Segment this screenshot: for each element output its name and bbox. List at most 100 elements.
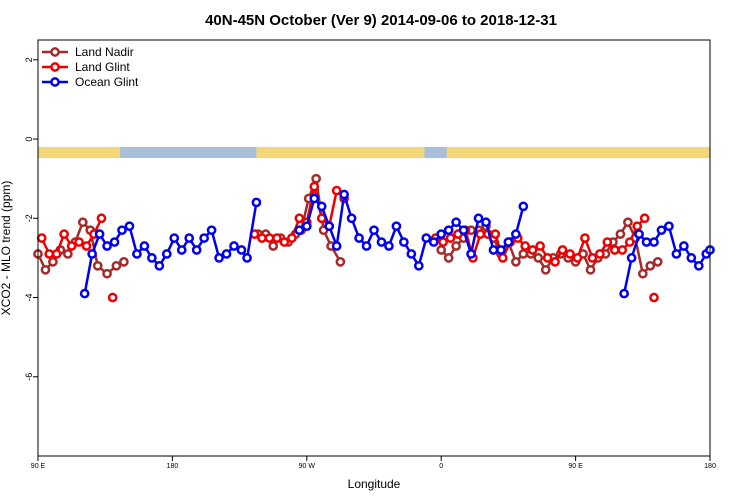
series-1-point-0-3 (59, 229, 69, 239)
series-1-point-3-21 (587, 253, 598, 263)
series-2-point-1-12 (384, 241, 394, 251)
series-2-point-2-8 (679, 241, 689, 251)
series-0-point-0-10 (111, 260, 122, 271)
land-band-segment-1 (256, 146, 425, 159)
series-2-point-1-5 (331, 241, 342, 251)
series-2-point-1-4 (324, 221, 335, 232)
series-0-point-2-11 (518, 249, 529, 259)
series-2-point-1-15 (406, 249, 417, 259)
series-1-point-3-28 (639, 213, 650, 224)
series-0-point-2-29 (652, 257, 663, 267)
series-2-point-1-30 (518, 201, 529, 212)
series-2-point-2-5 (656, 225, 667, 236)
series-2-point-0-21 (236, 245, 247, 255)
series-area (33, 173, 715, 303)
axes: 2 0 -2 -4 -6 90 E 180 90 W 0 90 E 180 (24, 57, 716, 470)
series-1-point-2-3 (272, 233, 282, 243)
series-2-point-0-20 (229, 241, 239, 251)
series-2-point-1-8 (354, 233, 364, 243)
series-0-point-1-8 (311, 173, 321, 184)
series-1-point-3-18 (565, 249, 575, 259)
series-2-point-0-10 (154, 260, 165, 271)
series-0-point-0-4 (63, 249, 73, 259)
series-2-point-0-8 (139, 241, 150, 251)
x-axis-label: Longitude (348, 477, 401, 491)
series-1-point-3-23 (602, 237, 613, 247)
series-0-point-2-13 (533, 253, 544, 263)
x-tick-label-5: 180 (704, 463, 716, 470)
series-2 (79, 189, 715, 299)
land-ocean-band (38, 146, 710, 159)
series-1-point-3-25 (617, 245, 628, 255)
y-tick-label-1: 0 (24, 137, 34, 142)
series-0-point-2-24 (615, 229, 626, 239)
series-2-point-1-28 (503, 237, 514, 247)
x-tick-label-3: 0 (439, 463, 443, 470)
series-2-point-0-2 (94, 229, 105, 239)
legend-label-2: Ocean Glint (75, 75, 139, 89)
x-tick-label-2: 90 W (299, 463, 316, 470)
series-1-point-3-22 (595, 249, 605, 259)
series-2-point-2-4 (649, 237, 659, 247)
series-2-point-0-23 (251, 197, 262, 208)
series-2-point-0-3 (102, 241, 112, 251)
series-2-point-0-1 (87, 249, 97, 259)
series-0-point-1-11 (335, 257, 346, 267)
series-2-point-2-3 (641, 237, 652, 247)
legend-marker-2 (50, 77, 60, 87)
series-2-point-0-15 (191, 245, 202, 255)
series-2-point-2-2 (634, 229, 644, 239)
series-1-point-3-13 (527, 245, 538, 255)
series-1-point-0-0 (36, 233, 47, 243)
series-2-point-1-20 (443, 225, 454, 236)
series-1-point-3-19 (572, 253, 583, 263)
series-1-point-3-27 (632, 221, 643, 232)
series-1-point-3-6 (475, 229, 486, 239)
series-1-point-0-2 (51, 249, 62, 259)
land-band-segment-2 (446, 146, 710, 159)
plot-frame (37, 39, 711, 457)
series-2-point-1-29 (511, 229, 521, 239)
y-tick-label-3: -4 (24, 294, 34, 302)
series-2-point-1-22 (458, 225, 469, 236)
y-tick-label-4: -6 (24, 373, 34, 381)
series-2-point-2-10 (693, 260, 704, 271)
series-2-point-1-2 (309, 193, 320, 204)
series-2-point-0-12 (169, 233, 180, 243)
series-2-point-2-9 (686, 253, 697, 263)
series-2-point-1-10 (369, 225, 379, 236)
series-1-point-0-5 (74, 237, 84, 247)
series-0-point-0-9 (102, 268, 112, 279)
series-2-point-1-14 (399, 237, 409, 247)
series-2-point-0-7 (132, 249, 142, 259)
series-1-point-0-4 (66, 241, 77, 251)
series-1-point-2-2 (264, 233, 275, 243)
series-0-point-0-1 (40, 264, 51, 275)
series-0-point-2-1 (443, 253, 454, 263)
series-1-point-3-2 (445, 233, 456, 243)
series-2-point-0-5 (117, 225, 127, 236)
series-1-point-2-8 (309, 181, 320, 192)
series-1-point-3-24 (609, 245, 620, 255)
series-2-point-1-11 (376, 237, 387, 247)
series-2-point-2-7 (671, 249, 682, 259)
series-1-point-3-20 (580, 233, 590, 243)
series-2-point-0-19 (221, 249, 232, 259)
series-2-point-1-17 (421, 233, 432, 243)
series-2-point-1-1 (301, 221, 312, 232)
series-0-point-2-28 (645, 260, 656, 271)
series-2-point-1-13 (391, 221, 402, 232)
series-1-point-3-17 (557, 245, 568, 255)
series-1-point-4-0 (649, 292, 659, 303)
series-1-point-2-11 (331, 185, 342, 196)
series-2-point-0-0 (79, 288, 90, 299)
series-1-point-0-1 (44, 249, 55, 259)
series-1-point-3-15 (542, 253, 553, 263)
series-1-point-0-8 (96, 213, 107, 224)
series-1-point-2-6 (294, 213, 305, 224)
series-2-point-1-24 (473, 213, 484, 224)
series-2-point-0-18 (214, 253, 224, 263)
series-0-point-2-27 (637, 268, 648, 279)
